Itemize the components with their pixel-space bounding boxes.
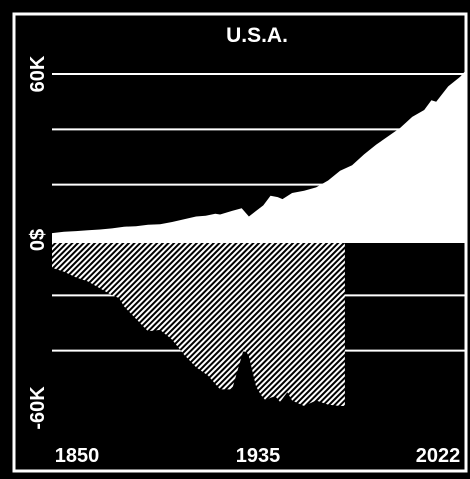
chart-frame [12, 12, 468, 473]
y-tick-label-neg60k: -60K [27, 386, 49, 430]
title-backdrop [202, 21, 310, 48]
zero-band [52, 236, 465, 243]
y-tick-label-60k: 60K [27, 55, 49, 92]
area-series-positive [52, 71, 465, 240]
area-series-negative [52, 240, 345, 406]
chart-title: U.S.A. [226, 24, 288, 47]
x-tick-label-2022: 2022 [416, 445, 461, 467]
x-tick-label-1850: 1850 [55, 445, 100, 467]
area-series [52, 71, 465, 406]
x-tick-label-1935: 1935 [236, 445, 281, 467]
y-tick-label-0: 0$ [27, 229, 49, 251]
